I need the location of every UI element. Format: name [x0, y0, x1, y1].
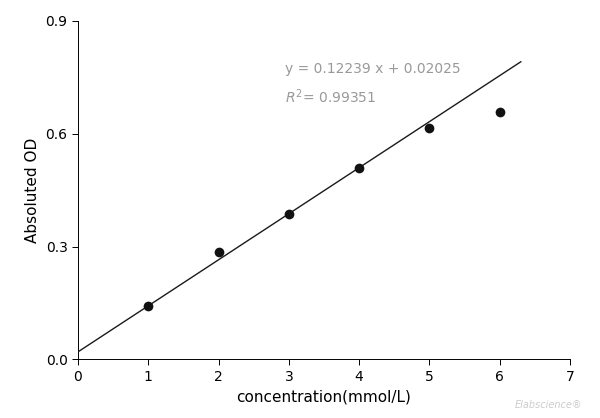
Point — [284, 210, 293, 217]
Text: $R^2$= 0.99351: $R^2$= 0.99351 — [284, 87, 376, 105]
X-axis label: concentration(mmol/L): concentration(mmol/L) — [236, 390, 412, 405]
Y-axis label: Absoluted OD: Absoluted OD — [25, 138, 40, 243]
Text: y = 0.12239 x + 0.02025: y = 0.12239 x + 0.02025 — [284, 61, 460, 76]
Point — [425, 125, 434, 132]
Point — [214, 249, 223, 256]
Point — [143, 302, 153, 309]
Point — [495, 109, 505, 116]
Point — [355, 164, 364, 171]
Text: Elabscience®: Elabscience® — [514, 400, 582, 410]
